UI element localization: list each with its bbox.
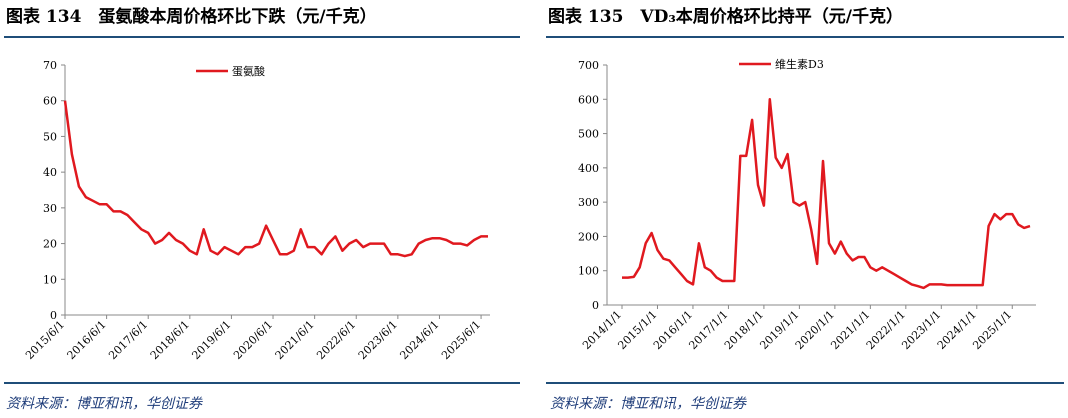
y-tick-label: 600	[578, 93, 599, 106]
x-tick-label: 2019/6/1	[189, 318, 233, 362]
y-tick-label: 400	[578, 162, 599, 175]
y-tick-label: 50	[43, 130, 57, 143]
y-tick-label: 0	[592, 299, 599, 312]
x-tick-label: 2024/6/1	[397, 318, 441, 362]
y-tick-label: 60	[43, 95, 57, 108]
legend-label: 蛋氨酸	[232, 64, 265, 78]
x-tick-label: 2018/6/1	[148, 318, 192, 362]
y-tick-label: 20	[43, 238, 57, 251]
y-tick-label: 40	[43, 166, 57, 179]
series-line	[622, 98, 1031, 290]
y-tick-label: 300	[578, 196, 599, 209]
y-tick-label: 30	[43, 202, 57, 215]
chart-title: 图表 134 蛋氨酸本周价格环比下跌（元/千克）	[6, 6, 377, 27]
x-tick-label: 2025/6/1	[439, 318, 483, 362]
y-tick-label: 500	[578, 128, 599, 141]
y-tick-label: 700	[578, 59, 599, 72]
legend-label: 维生素D3	[775, 57, 824, 71]
source-note: 资料来源：博亚和讯，华创证券	[6, 396, 203, 412]
y-tick-label: 100	[578, 265, 599, 278]
x-tick-label: 2017/6/1	[106, 318, 150, 362]
chart-title: 图表 135 VD₃本周价格环比持平（元/千克）	[548, 6, 903, 27]
series-line	[63, 100, 488, 258]
y-tick-label: 70	[43, 59, 57, 72]
x-tick-label: 2016/6/1	[65, 318, 109, 362]
x-tick-label: 2023/6/1	[356, 318, 400, 362]
source-note: 资料来源：博亚和讯，华创证券	[550, 396, 747, 412]
y-tick-label: 200	[578, 230, 599, 243]
y-tick-label: 0	[50, 309, 57, 322]
x-tick-label: 2020/6/1	[231, 318, 275, 362]
x-tick-label: 2021/6/1	[273, 318, 317, 362]
y-tick-label: 10	[43, 273, 57, 286]
x-tick-label: 2025/1/1	[970, 308, 1014, 352]
x-tick-label: 2015/6/1	[23, 318, 67, 362]
x-tick-label: 2022/6/1	[314, 318, 358, 362]
